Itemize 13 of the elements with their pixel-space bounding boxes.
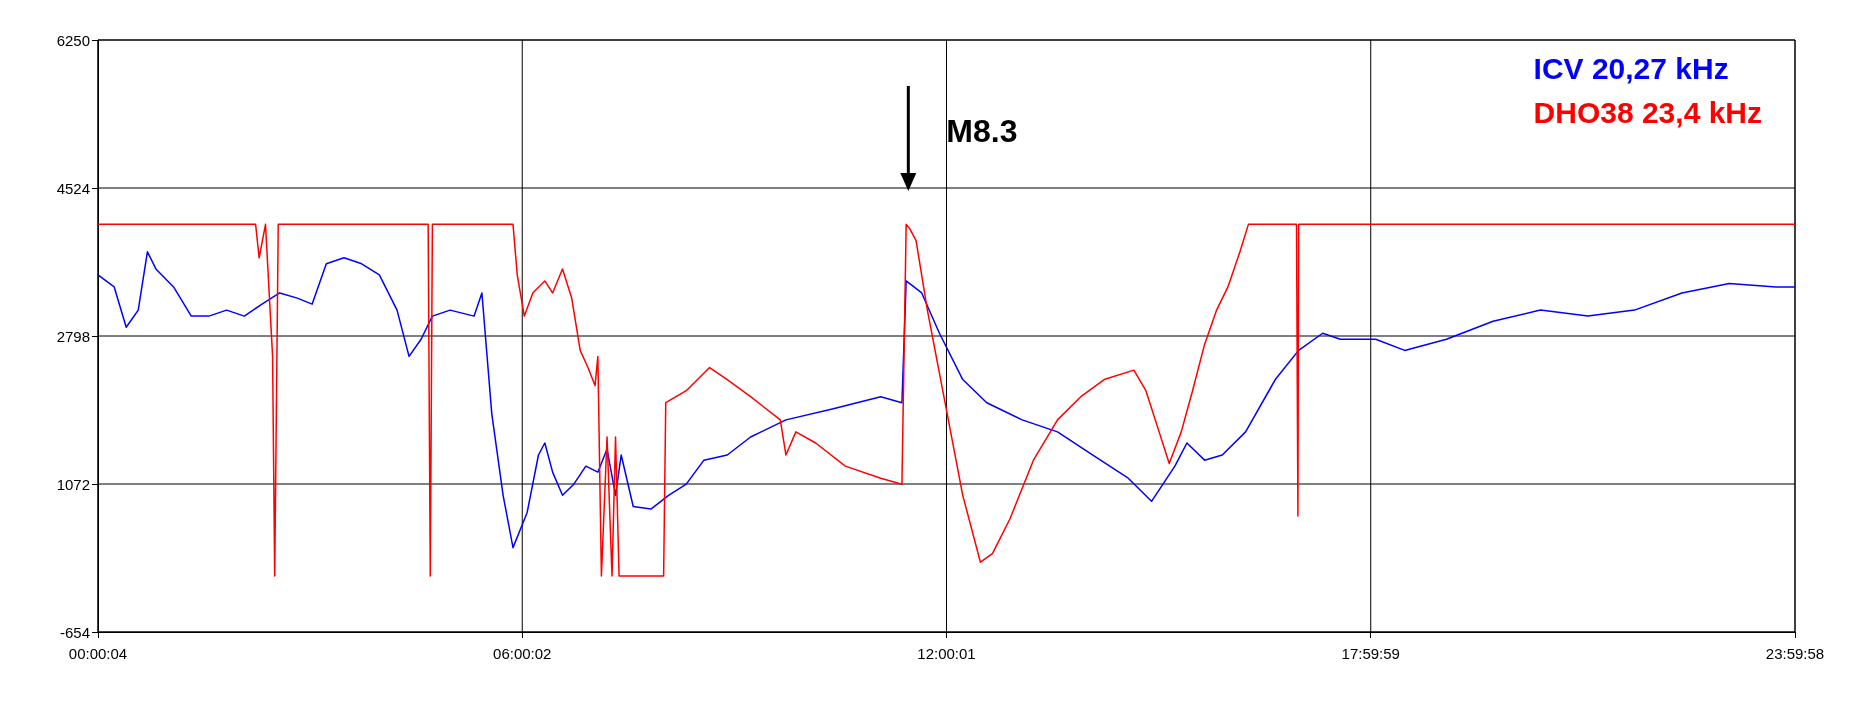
x-tick-label: 06:00:02 (493, 645, 552, 662)
x-tick-label: 12:00:01 (917, 645, 976, 662)
x-tick-label: 00:00:04 (68, 645, 128, 662)
x-tick-label: 23:59:58 (1765, 645, 1825, 662)
text: ICV 20,27 kHz (1533, 51, 1729, 85)
x-tick-label: 17:59:59 (1341, 645, 1400, 662)
y-tick-label: 1072 (56, 475, 90, 493)
text: DHO38 23,4 kHz (1533, 95, 1763, 129)
y-tick-label: -654 (59, 623, 90, 641)
y-tick-label: 4524 (56, 179, 90, 197)
annotation: M8.3 (946, 113, 1018, 149)
y-tick-label: 2798 (56, 327, 90, 345)
y-tick-label: 6250 (56, 31, 90, 49)
